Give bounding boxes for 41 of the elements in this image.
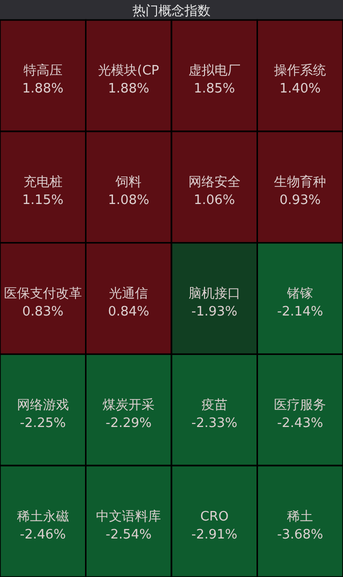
data-label: 1.85% xyxy=(194,82,236,97)
category-label: 特高压 xyxy=(23,62,62,79)
data-label: -2.91% xyxy=(191,527,238,542)
category-label: 医疗服务 xyxy=(274,398,326,413)
data-label: -1.93% xyxy=(191,304,238,320)
category-label: 饲料 xyxy=(114,175,142,190)
data-label: -2.54% xyxy=(106,527,152,542)
data-label: -2.25% xyxy=(20,416,66,431)
category-label: 脑机接口 xyxy=(188,286,240,302)
data-label: -2.29% xyxy=(106,416,152,431)
category-label: 生物育种 xyxy=(274,174,326,190)
data-label: -2.33% xyxy=(191,416,238,431)
category-label: 中文语料库 xyxy=(96,509,162,524)
data-label: 0.93% xyxy=(279,193,321,208)
data-label: 0.84% xyxy=(108,304,150,320)
data-label: -2.14% xyxy=(277,304,324,320)
data-label: 1.06% xyxy=(194,193,236,208)
data-label: 0.83% xyxy=(22,304,64,320)
data-label: 1.15% xyxy=(22,193,64,208)
category-label: 网络游戏 xyxy=(16,398,69,413)
category-label: 煤炭开采 xyxy=(102,398,155,413)
category-label: 疫苗 xyxy=(201,398,228,413)
category-label: 网络安全 xyxy=(188,174,240,190)
category-label: 医保支付改革 xyxy=(4,286,82,302)
title-bar: 热门概念指数 xyxy=(0,0,343,20)
category-label: 虚拟电厂 xyxy=(188,64,240,79)
data-label: 1.40% xyxy=(279,82,321,97)
data-label: -2.46% xyxy=(20,527,66,542)
category-label: 光模块(CP xyxy=(98,64,160,79)
data-label: 1.88% xyxy=(108,82,150,97)
data-label: -3.68% xyxy=(277,527,324,542)
data-label: 1.08% xyxy=(108,193,150,208)
category-label: 稀土永磁 xyxy=(16,508,69,524)
data-label: 1.88% xyxy=(22,82,64,97)
category-label: CRO xyxy=(200,509,229,524)
category-label: 操作系统 xyxy=(274,64,326,79)
data-label: -2.43% xyxy=(277,416,324,431)
category-label: 稀土 xyxy=(287,509,314,524)
category-label: 锗镓 xyxy=(286,286,314,302)
category-label: 光通信 xyxy=(109,286,148,302)
category-label: 充电桩 xyxy=(23,175,62,190)
